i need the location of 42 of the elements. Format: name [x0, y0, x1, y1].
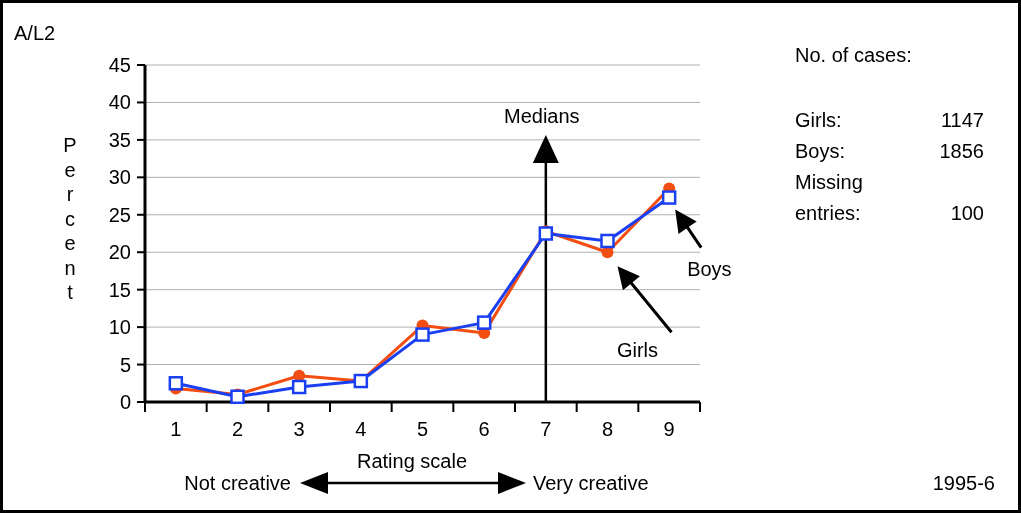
y-tick-label: 45: [108, 54, 131, 76]
text: 1995-6: [932, 472, 995, 494]
text: 100: [950, 202, 984, 224]
x-tick-label: 8: [601, 418, 614, 440]
text: Girls:: [795, 109, 842, 131]
point: [230, 389, 245, 405]
y-tick-label: 25: [108, 203, 131, 226]
y-tick-label: 15: [108, 278, 131, 301]
point: [291, 379, 307, 395]
chart-title: A/L2: [14, 22, 56, 44]
text: Missing entries:: [795, 171, 863, 224]
x-axis-title: Rating scale: [356, 450, 468, 472]
annotation: Boys: [687, 257, 732, 280]
point: [476, 315, 492, 330]
x-tick-label: 2: [231, 418, 244, 440]
point: [168, 376, 184, 391]
annotation: Girls: [616, 339, 659, 362]
text: Very creative: [533, 472, 649, 494]
x-tick-label: 6: [478, 418, 490, 440]
point: [600, 233, 615, 249]
y-tick-label: 30: [108, 166, 131, 189]
x-tick-label: 4: [355, 418, 367, 440]
point: [661, 190, 677, 205]
y-tick-label: 10: [108, 316, 131, 339]
ref-line-label: Medians: [504, 105, 580, 127]
x-tick-label: 3: [293, 418, 305, 440]
x-tick-label: 1: [170, 418, 182, 440]
y-tick-label: 5: [119, 353, 131, 376]
text: 1147: [940, 109, 984, 131]
x-tick-label: 9: [663, 418, 675, 440]
y-tick-label: 0: [119, 391, 131, 413]
y-tick-label: 35: [108, 128, 131, 151]
text: Not creative: [184, 472, 291, 494]
text: 1856: [939, 140, 984, 162]
y-tick-label: 20: [108, 241, 131, 264]
text: No. of cases:: [795, 44, 912, 66]
x-tick-label: 7: [540, 418, 552, 440]
y-tick-label: 40: [108, 91, 131, 114]
point: [415, 327, 430, 342]
y-axis-title: Percent: [63, 134, 77, 303]
x-tick-label: 5: [416, 418, 429, 440]
text: Boys:: [795, 140, 846, 162]
